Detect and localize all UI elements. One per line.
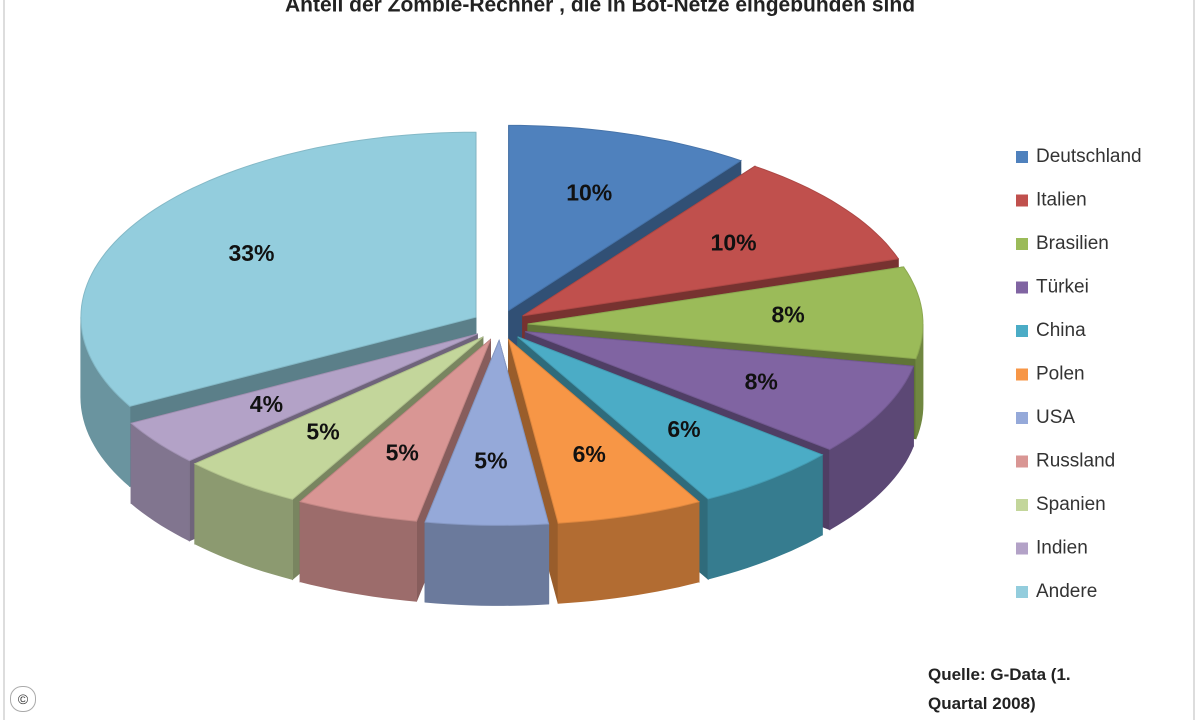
legend-label: Andere (1036, 581, 1097, 602)
data-label: 5% (386, 439, 419, 465)
data-label: 10% (711, 229, 757, 255)
legend-swatch (1016, 542, 1028, 555)
chart-title: Anteil der Zombie-Rechner , die in Bot-N… (285, 0, 915, 17)
legend-swatch (1016, 412, 1028, 424)
legend-label: USA (1036, 407, 1075, 428)
data-label: 8% (772, 301, 805, 327)
legend-label: Italien (1036, 190, 1087, 211)
slice (527, 266, 924, 360)
data-label: 4% (250, 391, 283, 417)
legend-label: Türkei (1036, 277, 1089, 298)
data-label: 5% (474, 448, 507, 474)
slice (517, 336, 824, 500)
legend-swatch (1016, 368, 1028, 381)
copyright: © (10, 686, 36, 712)
slice (193, 336, 484, 500)
legend-swatch (1016, 586, 1028, 598)
data-label: 5% (306, 419, 339, 445)
slice (130, 333, 478, 462)
slice (525, 331, 915, 451)
legend-swatch (1016, 194, 1028, 207)
legend-label: Polen (1036, 364, 1085, 385)
legend-label: Indien (1036, 538, 1088, 559)
legend-swatch (1016, 499, 1028, 511)
data-label: 8% (745, 369, 778, 395)
legend-label: Deutschland (1036, 146, 1142, 167)
data-label: 33% (228, 240, 274, 266)
slice (299, 339, 491, 522)
slice (80, 131, 477, 407)
legend-swatch (1016, 151, 1028, 163)
legend-swatch (1016, 455, 1028, 468)
slice (522, 165, 900, 317)
slice (508, 124, 742, 312)
data-label: 6% (667, 416, 700, 442)
legend-label: China (1036, 320, 1086, 341)
legend-label: Russland (1036, 451, 1115, 472)
legend-label: Spanien (1036, 494, 1106, 515)
data-label: 6% (573, 441, 606, 467)
slice-side (424, 521, 550, 606)
slice (507, 338, 700, 524)
slice (424, 338, 550, 526)
data-label: 10% (566, 179, 612, 205)
slice (424, 338, 550, 606)
legend-swatch (1016, 325, 1028, 337)
legend-swatch (1016, 238, 1028, 250)
legend-swatch (1016, 281, 1028, 294)
source: Quelle: G-Data (1. Quartal 2008) (928, 665, 1071, 713)
slice (299, 338, 491, 602)
legend-label: Brasilien (1036, 233, 1109, 254)
